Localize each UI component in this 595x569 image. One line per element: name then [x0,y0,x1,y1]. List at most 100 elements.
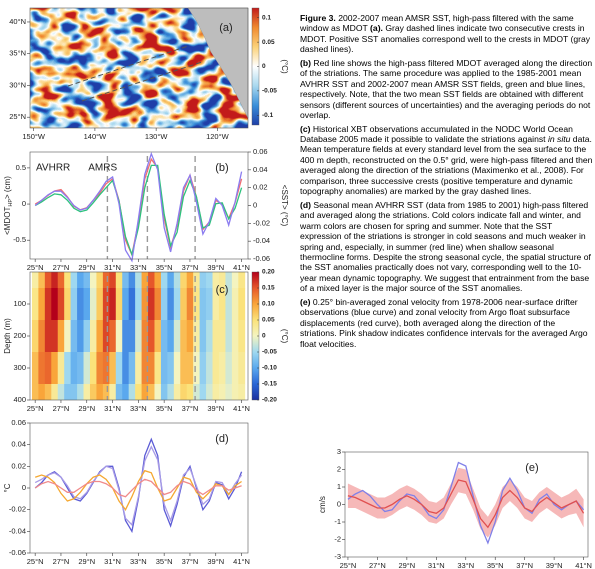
x-tick-label: 37°N [516,561,533,569]
caption-text: (b) [300,58,311,68]
colorbar-tick-label: -0.1 [262,112,274,119]
caption-text: 0.25° bin-averaged zonal velocity from 1… [300,297,588,349]
y-tick-label: 0.5 [16,163,26,172]
x-tick-label: 130°W [145,132,169,141]
x-tick-label: 31°N [104,404,121,413]
heat-cell [129,320,136,352]
x-tick-label: 27°N [53,557,70,566]
heat-cell [232,320,239,352]
heat-cell [193,352,200,384]
heat-cell [71,320,78,352]
x-tick-label: 25°N [27,263,44,272]
heat-cell [32,288,39,320]
heat-cell [193,288,200,320]
heat-cell [96,320,103,352]
x-tick-label: 35°N [156,404,173,413]
y-tick-label: 35°N [9,49,26,58]
colorbar-tick-label: -0.15 [262,381,277,388]
heat-cell [161,288,168,320]
heat-cell [148,288,155,320]
y2-axis-label: <SST> (°C) [280,185,289,227]
heat-cell [71,288,78,320]
heat-cell [64,320,71,352]
heat-cell [90,320,97,352]
heat-cell [77,288,84,320]
heat-cell [71,352,78,384]
heat-cell [32,352,39,384]
heat-cell [180,288,187,320]
legend-label: AMRS [88,163,117,174]
caption-text: in situ [548,134,570,144]
heat-cell [200,352,207,384]
heat-cell [206,320,213,352]
x-tick-label: 120°W [206,132,230,141]
caption-text: Seasonal mean AVHRR SST (data from 1985 … [300,200,591,294]
heat-cell [187,352,194,384]
heat-cell [122,352,129,384]
colorbar-tick-label: 0.1 [262,14,271,21]
caption-paragraph: (c) Historical XBT observations accumula… [300,124,593,197]
heat-cell [225,320,232,352]
y-tick-label: 0 [22,199,26,208]
y-tick-label: 300 [13,363,26,372]
x-tick-label: 39°N [207,263,224,272]
heat-cell [84,352,91,384]
y-tick-label: -3 [334,552,341,561]
x-tick-label: 29°N [78,557,95,566]
y-tick-label: 0 [22,483,26,492]
y-tick-label: 0.02 [11,461,26,470]
heat-cell [51,352,58,384]
panel-label: (b) [215,162,228,174]
heat-cell [206,352,213,384]
heat-cell [135,352,142,384]
heat-cell [45,352,52,384]
colorbar-unit: (°C) [280,59,289,74]
y-tick-label: -0.5 [13,235,26,244]
y-tick-label: 0 [337,499,341,508]
x-tick-label: 29°N [398,561,415,569]
x-tick-label: 41°N [233,263,250,272]
x-tick-label: 35°N [156,263,173,272]
caption-text: (e) [300,297,311,307]
heat-cell [51,320,58,352]
caption-text: (a). [370,23,383,33]
heat-cell [187,320,194,352]
heat-cell [232,288,239,320]
y-axis-label: cm/s [318,496,327,513]
heat-cell [77,352,84,384]
x-tick-label: 39°N [546,561,563,569]
confidence-band [348,468,584,538]
y-tick-label: -0.04 [9,526,26,535]
heat-cell [154,320,161,352]
heat-cell [206,288,213,320]
heat-cell [77,320,84,352]
x-tick-label: 31°N [428,561,445,569]
y-tick-label: 30°N [9,80,26,89]
colorbar-unit: (°C) [280,329,289,344]
colorbar-tick-label: 0.20 [262,269,275,276]
y-tick-label: 0.02 [253,183,268,192]
caption-text: (d) [300,200,311,210]
caption-text: (c) [300,124,311,134]
heat-cell [148,320,155,352]
heat-cell [174,288,181,320]
heat-cell [58,352,65,384]
x-tick-label: 39°N [207,557,224,566]
caption-text: Figure 3. [300,13,336,23]
panel-label: (c) [216,284,229,296]
heat-cell [103,352,110,384]
y-tick-label: 1 [337,482,341,491]
heat-cell [213,352,220,384]
x-tick-label: 37°N [182,263,199,272]
series-line [35,165,241,254]
heat-cell [167,288,174,320]
heat-cell [116,320,123,352]
series-line [35,439,241,531]
colorbar-tick-label: 0 [262,63,266,70]
heat-cell [161,352,168,384]
y-tick-label: -2 [334,534,341,543]
heat-cell [64,288,71,320]
heat-cell [148,352,155,384]
x-tick-label: 33°N [130,263,147,272]
x-tick-label: 27°N [53,404,70,413]
